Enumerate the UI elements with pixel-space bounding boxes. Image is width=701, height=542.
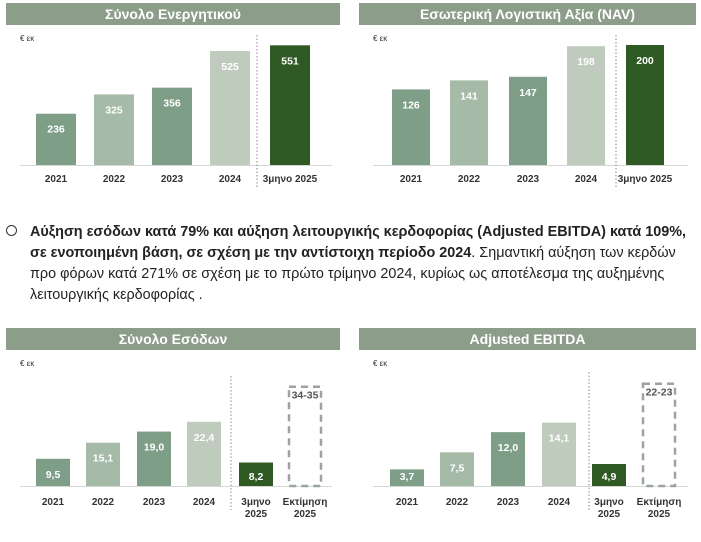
value-label: 126 xyxy=(402,99,420,111)
value-label: 356 xyxy=(163,98,181,110)
value-label: 141 xyxy=(460,90,478,102)
category-label: 2021 xyxy=(42,497,65,508)
value-label: 551 xyxy=(281,55,299,67)
bullet-line-4: λειτουργικής κερδοφορίας . xyxy=(30,287,203,303)
value-label: 22,4 xyxy=(194,432,215,444)
bullet-line-2-bold: σε ενοποιημένη βάση, σε σχέση με την αντ… xyxy=(30,245,472,261)
bar xyxy=(450,80,488,165)
chart-panel-total-assets: Σύνολο Ενεργητικού € εκ 236 2021 325 2022 356… xyxy=(6,3,340,189)
chart-panel-adjusted-ebitda: Adjusted EBITDA € εκ 3,7 2021 7,5 2022 12,0 20… xyxy=(359,328,696,522)
category-label: Εκτίμηση xyxy=(637,497,682,508)
chart-total-assets: € εκ 236 2021 325 2022 356 2023 525 2024 551 3μηνο… xyxy=(20,34,332,189)
bar-estimate xyxy=(287,385,323,488)
bullet-icon xyxy=(6,225,17,236)
value-label: 15,1 xyxy=(93,453,114,465)
bullet-line-3: προ φόρων κατά 271% σε σχέση με το πρώτο… xyxy=(30,266,665,282)
value-label: 8,2 xyxy=(249,471,264,483)
category-label: 2025 xyxy=(648,509,671,520)
bar xyxy=(542,422,576,486)
category-label: 2021 xyxy=(396,497,419,508)
category-label: 2024 xyxy=(548,497,571,508)
unit-label: € εκ xyxy=(373,34,388,43)
bar xyxy=(187,421,221,486)
bar xyxy=(390,469,424,486)
value-label: 19,0 xyxy=(144,442,165,454)
bar xyxy=(210,50,250,166)
bar xyxy=(239,462,273,486)
bar xyxy=(491,432,525,486)
value-label: 14,1 xyxy=(549,433,570,445)
unit-label: € εκ xyxy=(20,359,35,368)
value-label: 236 xyxy=(47,124,65,136)
value-label: 3,7 xyxy=(400,471,415,483)
category-label: 2023 xyxy=(161,174,184,185)
highlights-bullet: Αύξηση εσόδων κατά 79% και αύξηση λειτου… xyxy=(6,222,696,306)
bar xyxy=(440,452,474,486)
category-label: 2025 xyxy=(294,509,317,520)
chart-panel-total-revenue: Σύνολο Εσόδων € εκ 9,5 2021 15,1 2022 19,0 202… xyxy=(6,328,340,522)
bar xyxy=(567,46,605,166)
bar xyxy=(626,45,664,165)
bar xyxy=(94,94,134,165)
value-label: 325 xyxy=(105,104,123,116)
category-label: 2024 xyxy=(193,497,216,508)
chart-panel-nav: Εσωτερική Λογιστική Αξία (NAV) € εκ 126 20… xyxy=(359,3,696,189)
value-label: 200 xyxy=(636,55,654,67)
bullet-line-2-rest: . Σημαντική αύξηση των κερδών xyxy=(471,245,676,261)
bullet-line-2: σε ενοποιημένη βάση, σε σχέση με την αντ… xyxy=(30,243,696,264)
value-label: 34-35 xyxy=(292,390,319,402)
category-label: 2024 xyxy=(219,174,242,185)
chart-title-total-revenue: Σύνολο Εσόδων xyxy=(6,328,340,350)
category-label: 3μηνο xyxy=(594,497,623,508)
value-label: 12,0 xyxy=(498,442,519,454)
category-label: 3μηνο 2025 xyxy=(263,174,318,185)
unit-label: € εκ xyxy=(20,34,35,43)
bar xyxy=(270,45,310,165)
value-label: 4,9 xyxy=(602,471,617,483)
category-label: 2022 xyxy=(446,497,469,508)
chart-nav: € εκ 126 2021 141 2022 147 2023 198 2024 200 3μηνο… xyxy=(373,34,688,189)
category-label: 2024 xyxy=(575,174,598,185)
bar xyxy=(36,113,76,165)
value-label: 22-23 xyxy=(646,387,673,399)
category-label: 2022 xyxy=(458,174,481,185)
category-label: 2023 xyxy=(517,174,540,185)
bar xyxy=(86,442,120,486)
chart-total-revenue: € εκ 9,5 2021 15,1 2022 19,0 2023 22,4 2024 8,2 3μ… xyxy=(20,359,332,520)
bar xyxy=(36,458,70,486)
category-label: 2023 xyxy=(143,497,166,508)
value-label: 525 xyxy=(221,61,239,73)
value-label: 7,5 xyxy=(450,462,465,474)
category-label: 2022 xyxy=(92,497,115,508)
category-label: Εκτίμηση xyxy=(283,497,328,508)
category-label: 2025 xyxy=(245,509,268,520)
category-label: 2021 xyxy=(45,174,68,185)
category-label: 2022 xyxy=(103,174,126,185)
bullet-line-1: Αύξηση εσόδων κατά 79% και αύξηση λειτου… xyxy=(30,224,687,240)
chart-adjusted-ebitda: € εκ 3,7 2021 7,5 2022 12,0 2023 14,1 2024 4,9 3μη… xyxy=(373,359,688,520)
bar xyxy=(592,464,626,486)
category-label: 2021 xyxy=(400,174,423,185)
chart-title-nav: Εσωτερική Λογιστική Αξία (NAV) xyxy=(359,3,696,25)
bar xyxy=(392,89,430,165)
value-label: 9,5 xyxy=(46,469,61,481)
category-label: 3μηνο xyxy=(241,497,270,508)
category-label: 3μηνο 2025 xyxy=(618,174,673,185)
bar xyxy=(137,431,171,486)
bar xyxy=(152,87,192,165)
chart-title-total-assets: Σύνολο Ενεργητικού xyxy=(6,3,340,25)
bar xyxy=(509,76,547,165)
value-label: 198 xyxy=(577,56,595,68)
value-label: 147 xyxy=(519,87,537,99)
chart-title-adjusted-ebitda: Adjusted EBITDA xyxy=(359,328,696,350)
unit-label: € εκ xyxy=(373,359,388,368)
bar-estimate xyxy=(641,382,677,488)
category-label: 2023 xyxy=(497,497,520,508)
category-label: 2025 xyxy=(598,509,621,520)
